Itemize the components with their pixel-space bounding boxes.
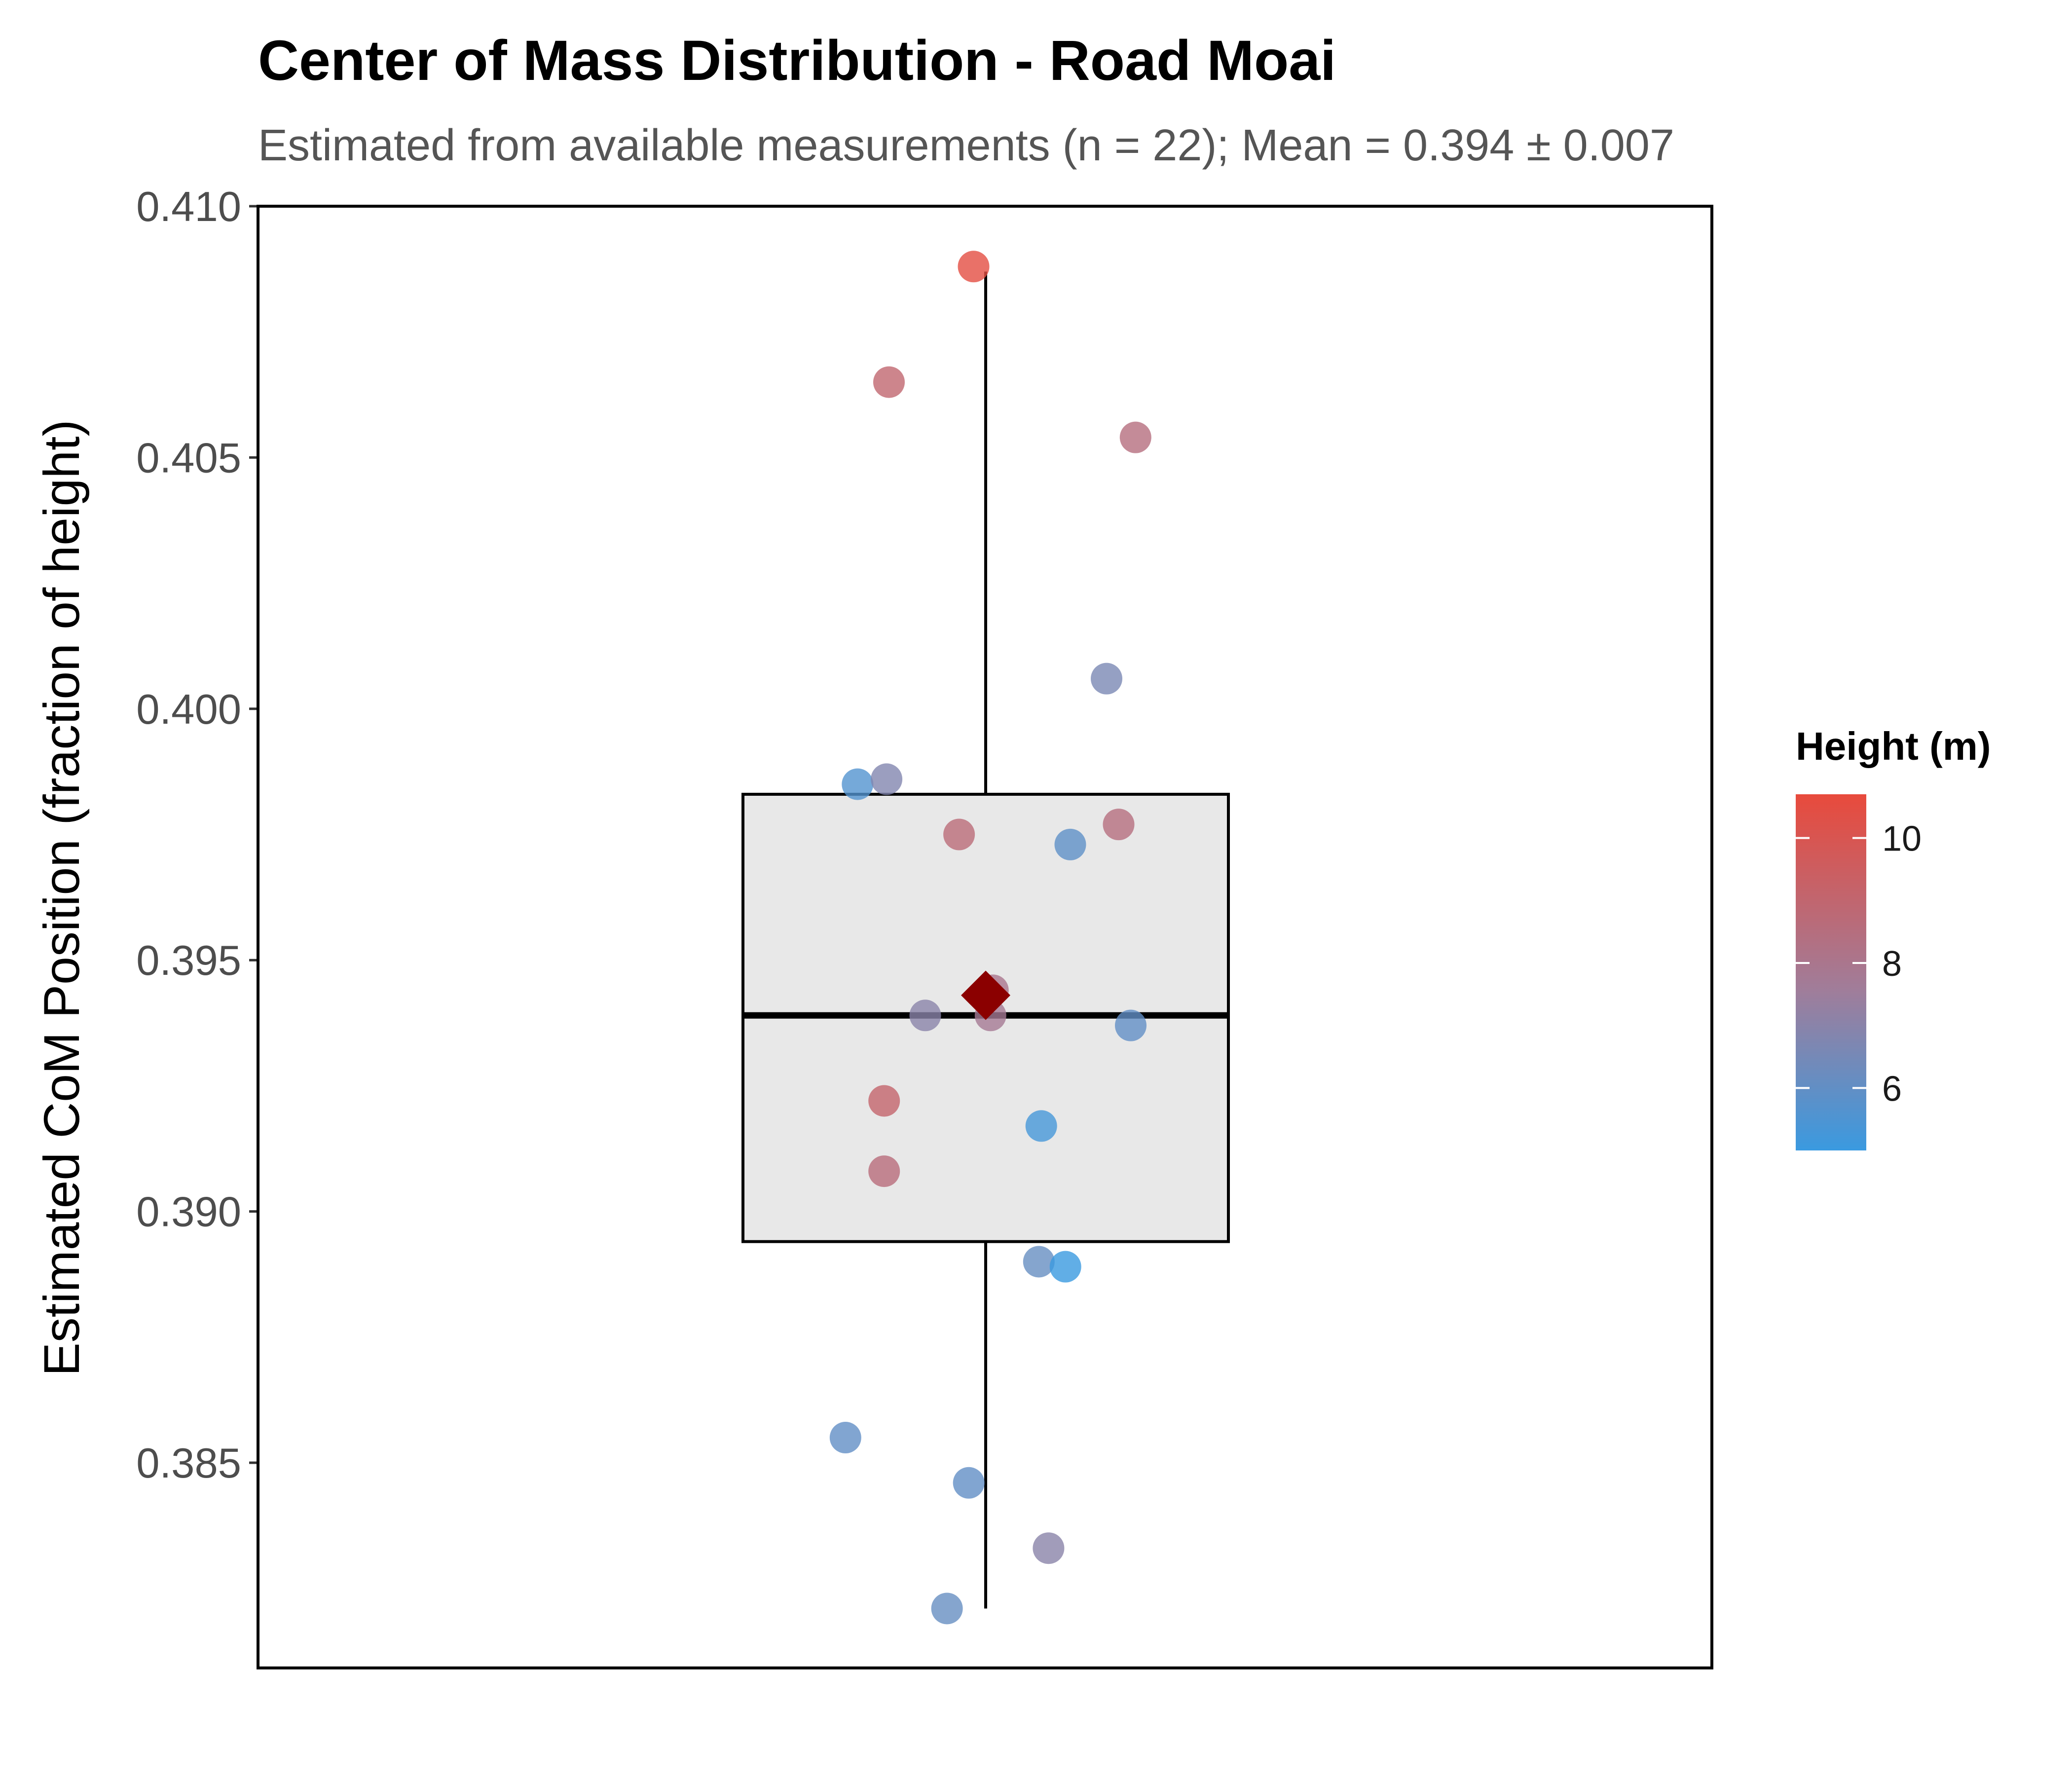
chart-subtitle: Estimated from available measurements (n… [258, 121, 1674, 170]
boxplot [741, 271, 1230, 1609]
y-tick-label: 0.405 [136, 435, 241, 481]
y-axis: 0.410 0.405 0.400 0.395 0.390 0.385 [136, 184, 258, 1487]
legend-tick-label: 8 [1882, 944, 1902, 984]
plot-border [257, 205, 1713, 1669]
data-point [1033, 1532, 1065, 1564]
data-point [1119, 421, 1151, 453]
data-point [953, 1467, 985, 1499]
data-point [868, 1085, 900, 1117]
data-point [871, 763, 903, 795]
data-point [1049, 1251, 1081, 1283]
data-point [1091, 663, 1122, 695]
y-tick-label: 0.385 [136, 1440, 241, 1487]
data-point [909, 999, 941, 1032]
data-point [873, 366, 905, 398]
data-point [1103, 809, 1135, 841]
legend-title: Height (m) [1796, 724, 1991, 768]
legend: Height (m) 10 8 6 [1796, 724, 1991, 1150]
y-tick-label: 0.410 [136, 184, 241, 230]
legend-colorbar [1796, 794, 1866, 1150]
data-point [1054, 828, 1086, 860]
data-point [931, 1592, 963, 1625]
data-point [1025, 1110, 1057, 1142]
legend-tick-label: 10 [1882, 819, 1922, 859]
y-axis-title: Estimated CoM Position (fraction of heig… [34, 420, 90, 1376]
y-tick-label: 0.400 [136, 686, 241, 733]
legend-tick-label: 6 [1882, 1069, 1902, 1109]
data-point [829, 1422, 861, 1454]
data-point [958, 251, 990, 283]
data-point [943, 818, 975, 851]
y-tick-label: 0.390 [136, 1189, 241, 1236]
data-point [842, 768, 874, 800]
chart-title: Center of Mass Distribution - Road Moai [258, 29, 1336, 92]
data-points [829, 251, 1151, 1625]
y-tick-label: 0.395 [136, 937, 241, 984]
data-point [1115, 1009, 1147, 1041]
data-point [1023, 1246, 1055, 1278]
mean-marker [961, 970, 1010, 1020]
data-point [868, 1155, 900, 1187]
